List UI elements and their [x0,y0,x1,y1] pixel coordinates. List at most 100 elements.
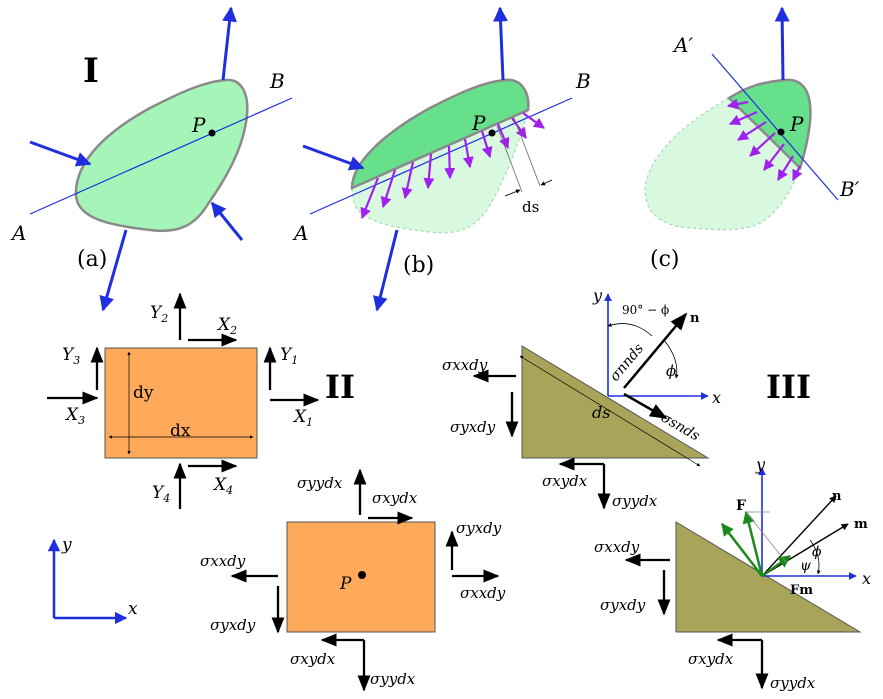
ds-dim-arrow-2 [540,179,553,186]
label-p-a: P [191,113,206,137]
figure-a: P A B (a) [10,6,293,312]
figure-b: P A B ds (b) [292,6,591,312]
vector-f [742,510,764,577]
numeral-III: III [766,368,811,406]
label-sxy-bottom: σxydx [290,650,336,668]
label-b: B [269,69,285,93]
label-axis-x-bottom: x [862,569,871,588]
label-b-b: B [575,69,591,93]
label-axis-x-top: x [712,388,721,407]
wedge-bottom [675,521,862,633]
label-n-bottom: n [832,489,842,504]
label-sxy-top: σxydx [542,472,588,490]
ds-dim-arrow-1 [504,189,521,197]
vector-f-2 [721,523,763,577]
label-angle-90: 90° − ϕ [622,303,669,317]
caption-c: (c) [650,247,680,272]
label-f: F [736,498,746,514]
normal-n-top [623,312,688,389]
label-syy-bottom: σyydx [370,670,416,688]
label-x4: X4 [212,475,233,497]
ds-tick-1 [496,125,523,193]
label-dx: dx [170,421,191,441]
traction-arrows [360,112,545,220]
label-fm: Fm [790,583,813,598]
force-arrows-II [47,292,320,509]
panel-I: I P A B (a) P A B [10,6,860,312]
label-n-top: n [690,311,700,326]
label-a-b: A [292,221,308,245]
force-arrow-left-b [302,144,365,171]
body-blob-c-upper [726,78,812,171]
label-sxx-right: σxxdy [460,584,506,602]
label-syy-bottom: σyydx [770,674,816,692]
force-arrow-top-b [493,6,509,81]
point-p-c [777,128,785,136]
panel-II: II dy dx Y2 X2 Y3 X3 Y1 X1 Y4 X4 y x [47,292,506,692]
caption-a: (a) [77,247,107,272]
element-rect [104,347,258,459]
label-sxx-left: σxxdy [200,552,246,570]
label-dy: dy [133,383,154,403]
force-arrow-bottom-b [372,229,399,312]
proj-line [745,511,787,563]
label-syy-top: σyydx [612,492,658,510]
label-p-II: P [339,574,352,594]
point-p-b [488,129,496,137]
label-axis-y-II: y [61,535,72,555]
label-syx-right: σyxdy [456,519,502,537]
label-snn: σnnds [607,341,647,385]
label-ds-b: ds [522,198,539,216]
ds-dim-top [519,355,701,467]
label-axis-y-top: y [592,286,603,305]
label-sxx-bottom: σxxdy [594,538,640,556]
angle-arc-90 [607,322,653,337]
label-p-b: P [471,111,486,135]
label-psi: ψ [800,558,812,574]
label-x2: X2 [216,315,237,337]
label-a-prime: A′ [672,33,693,57]
label-y4: Y4 [152,483,170,505]
force-arrow-top-c [774,6,790,81]
label-m: m [854,517,868,532]
ds-tick-2 [513,117,541,187]
label-ds-top: ds [592,403,610,422]
label-sxy-bottom: σxydx [688,650,734,668]
label-b-prime: B′ [839,177,860,201]
ssn-arrow [623,392,668,420]
cut-line-ab [29,97,293,215]
numeral-I: I [83,51,99,91]
label-x1: X1 [292,407,313,429]
label-sxx-top: σxxdy [442,356,488,374]
label-syx-left: σyxdy [210,616,256,634]
traction-arrows-c [726,98,803,181]
body-blob-b-upper [350,78,530,190]
label-x3: X3 [64,405,85,427]
numeral-II: II [325,368,355,406]
figure-c: P A′ B′ (c) [644,6,860,272]
label-syy-top: σyydx [297,474,343,492]
caption-b: (b) [403,253,434,278]
vector-m [761,523,849,577]
point-p-a [208,129,216,137]
angle-arc-phi [663,339,679,379]
label-syx-top: σyxdy [450,418,496,436]
label-axis-y-bottom: y [755,455,766,474]
label-p-c: P [789,112,804,136]
cut-line-ab-prime [711,53,839,201]
label-y2: Y2 [150,303,168,325]
label-y1: Y1 [280,345,298,367]
wedge-top [521,345,710,459]
label-sxy-top: σxydx [372,489,418,507]
label-syx-bottom: σyxdy [600,596,646,614]
label-phi-top: ϕ [666,362,676,380]
force-arrow-right [210,201,244,241]
panel-III: III ds y x n σnnds σsnds 90° − ϕ ϕ σxxdy… [442,286,871,692]
label-axis-x-II: x [128,599,138,619]
force-arrow-left [29,140,92,167]
vector-f-3 [761,554,792,578]
force-arrow-bottom [99,229,128,312]
force-arrow-top [221,6,237,81]
label-a: A [10,221,26,245]
